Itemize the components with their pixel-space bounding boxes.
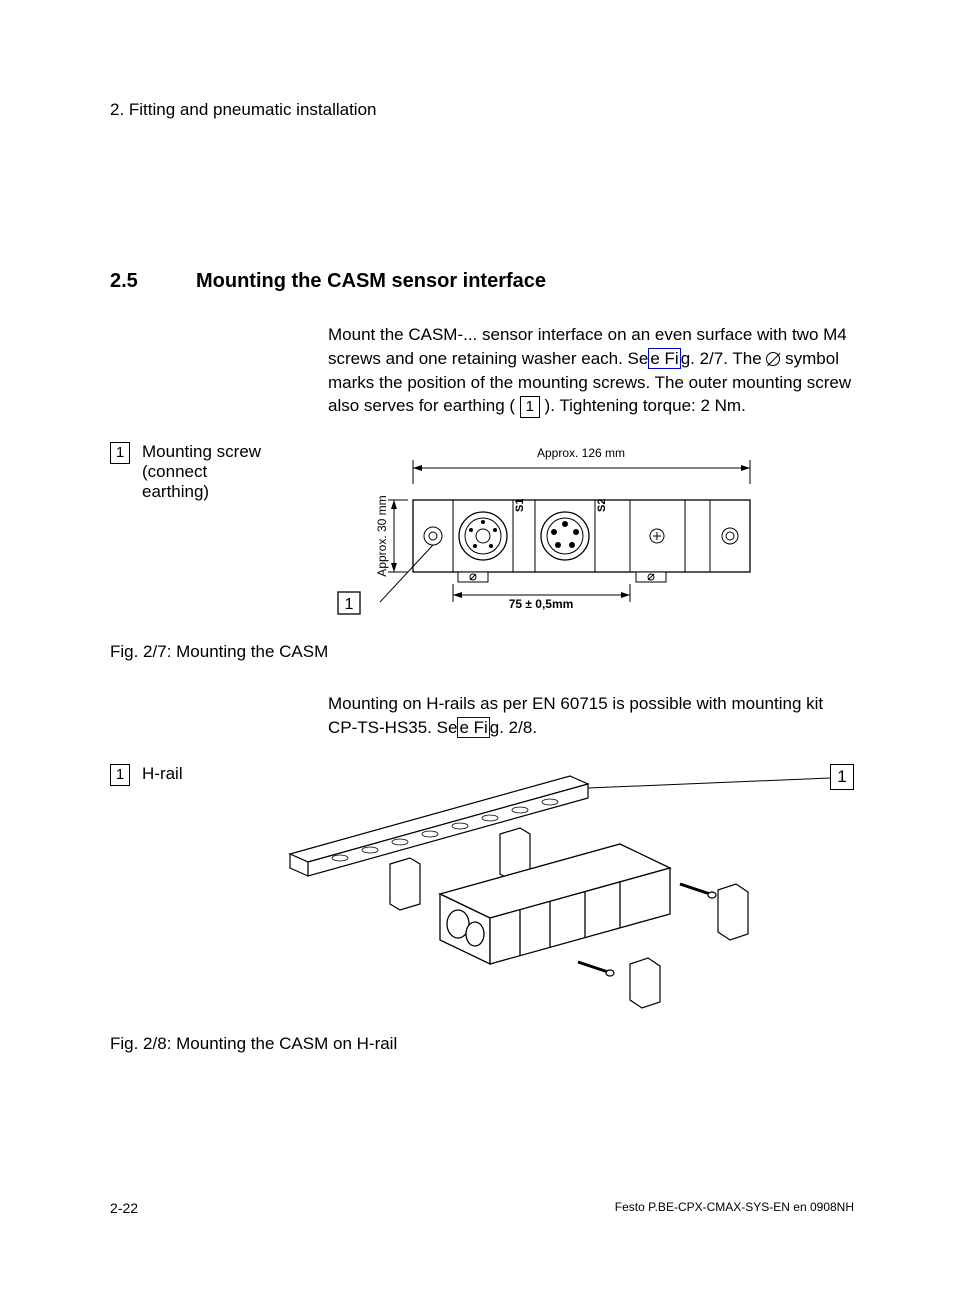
fig1-callout: 1 xyxy=(345,596,354,613)
mounting-mark-icon xyxy=(766,352,780,366)
section-number: 2.5 xyxy=(110,270,166,293)
para2-text-a: Mounting on H-rails as per EN 60715 is p… xyxy=(328,694,823,737)
legend-1-line-b: (connect xyxy=(142,462,261,482)
figure-2-diagram xyxy=(110,764,850,1014)
figure-1-caption: Fig. 2/7: Mounting the CASM xyxy=(110,642,854,662)
section-heading: 2.5 Mounting the CASM sensor interface xyxy=(110,270,854,293)
legend-1-line-c: earthing) xyxy=(142,482,261,502)
page-footer: 2-22 Festo P.BE-CPX-CMAX-SYS-EN en 0908N… xyxy=(110,1200,854,1216)
connector-s1-label: S1 xyxy=(514,499,526,512)
section-title: Mounting the CASM sensor interface xyxy=(196,270,546,293)
dim-bottom-label: 75 ± 0,5mm xyxy=(509,597,574,611)
paragraph-1: Mount the CASM-... sensor interface on a… xyxy=(328,323,854,418)
callout-ref-1: 1 xyxy=(520,396,540,418)
para1-text-b: g. 2/7. The xyxy=(681,349,767,368)
connector-s2-label: S2 xyxy=(596,499,608,512)
para2-text-b: g. 2/8. xyxy=(490,718,537,737)
legend-2: 1 H-rail xyxy=(110,764,183,786)
figure-2-area: 1 H-rail 1 xyxy=(110,764,854,1014)
para1-text-d: ). Tightening torque: 2 Nm. xyxy=(540,396,746,415)
figure-1-diagram: Approx. 126 mm Approx. 30 mm xyxy=(330,442,810,622)
legend-2-num: 1 xyxy=(110,764,130,786)
page-number: 2-22 xyxy=(110,1200,138,1216)
dim-left-label: Approx. 30 mm xyxy=(375,496,389,577)
document-id: Festo P.BE-CPX-CMAX-SYS-EN en 0908NH xyxy=(615,1200,854,1216)
figure-link-2[interactable]: e Fi xyxy=(457,717,489,738)
fig2-callout: 1 xyxy=(830,764,854,790)
legend-1-line-a: Mounting screw xyxy=(142,442,261,462)
legend-1-num: 1 xyxy=(110,442,130,464)
legend-2-text: H-rail xyxy=(142,764,183,784)
legend-1: 1 Mounting screw (connect earthing) xyxy=(110,442,300,502)
figure-1-area: 1 Mounting screw (connect earthing) Appr… xyxy=(110,442,854,622)
figure-link-1[interactable]: e Fi xyxy=(648,348,680,369)
figure-2-caption: Fig. 2/8: Mounting the CASM on H-rail xyxy=(110,1034,854,1054)
dim-top-label: Approx. 126 mm xyxy=(537,446,625,460)
chapter-header: 2. Fitting and pneumatic installation xyxy=(110,100,854,120)
paragraph-2: Mounting on H-rails as per EN 60715 is p… xyxy=(328,692,854,740)
